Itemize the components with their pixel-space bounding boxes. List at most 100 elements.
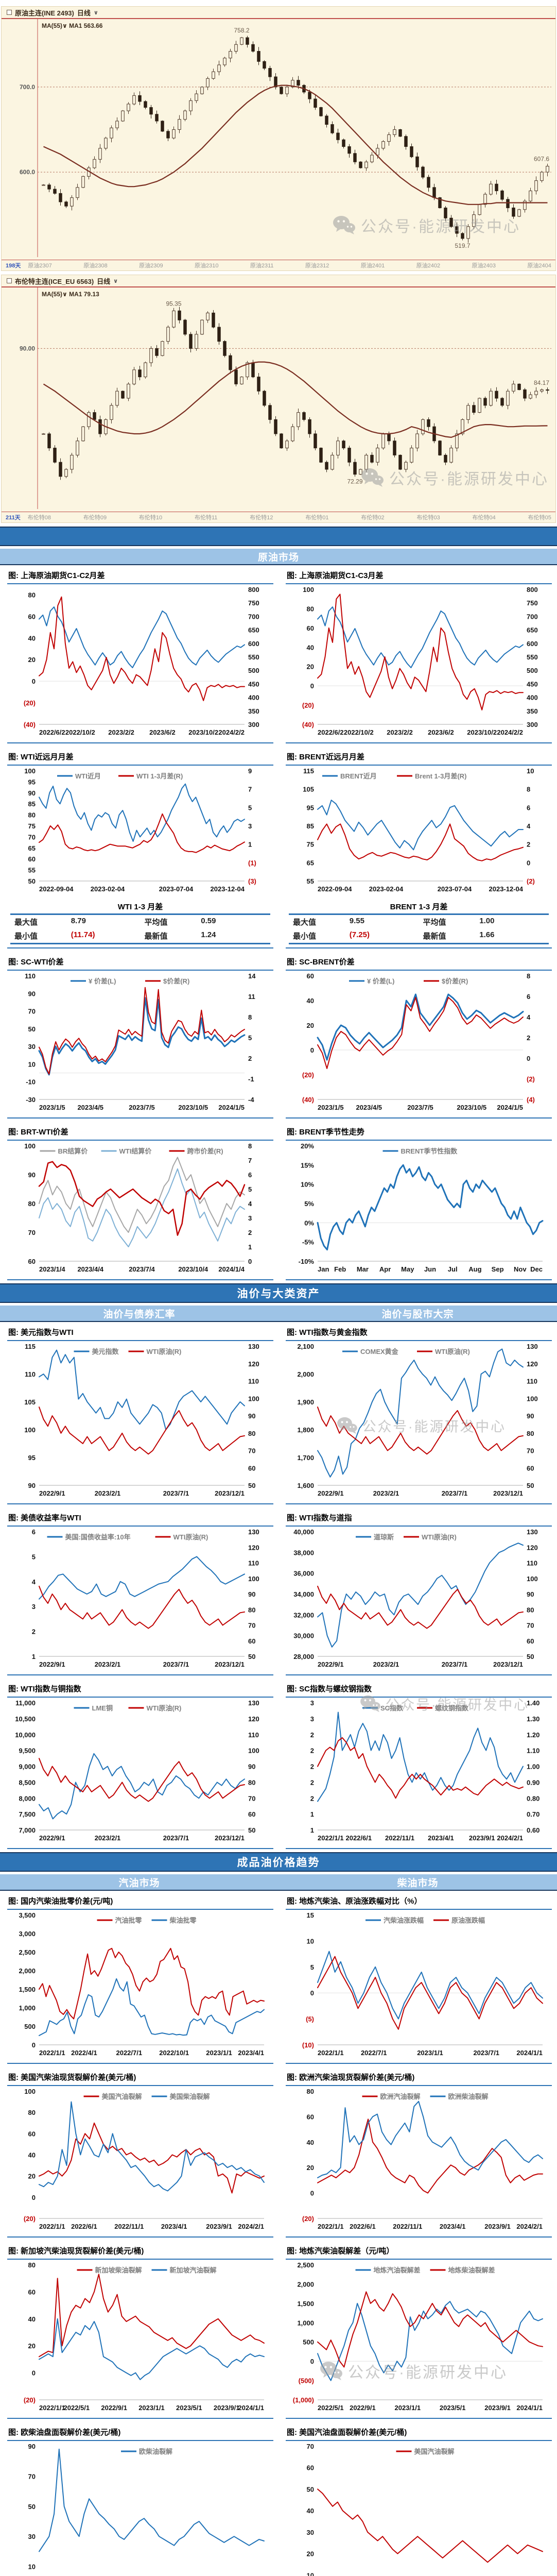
contract-axis-label: 原油2308 [83, 263, 108, 269]
left-axis-tick: 1,800 [297, 1426, 314, 1434]
fig-title-eucrack: 图: 欧洲汽柴油现货裂解价差(美元/桶) [286, 2068, 552, 2086]
left-axis-tick: 100 [303, 586, 314, 594]
right-axis-tick: 1.30 [527, 1715, 539, 1723]
x-axis-label: Jul [448, 1265, 458, 1273]
interval-dropdown[interactable]: 日线 [77, 9, 91, 17]
contract-axis-label: 原油2311 [250, 263, 274, 269]
left-axis-tick: 90 [28, 2443, 36, 2450]
fig-title-brent13: 图: BRENT近远月月差 [286, 748, 552, 766]
left-axis-tick: 1,700 [297, 1454, 314, 1462]
left-axis-tick: 95 [28, 778, 36, 786]
left-axis-tick: 0 [32, 677, 36, 685]
left-axis-tick: 2 [32, 1628, 36, 1636]
left-axis-tick: 20 [307, 2164, 314, 2172]
band-gap [0, 1303, 557, 1306]
x-axis-label: 2023/7/1 [163, 1834, 189, 1842]
interval-dropdown[interactable]: 日线 [97, 277, 111, 285]
right-axis-tick: 1 [248, 1243, 252, 1251]
x-axis-label: 2022/10/1 [159, 2049, 189, 2057]
right-axis-tick: 2 [527, 841, 530, 849]
left-axis-tick: 30 [28, 1043, 36, 1050]
chart-row-retail-spread: 图: 国内汽柴油批零价差(元/吨) 3,500 3,000 2,500 2,000 1,5… [0, 1891, 557, 2067]
fig-title-screbar: 图: SC指数与螺纹钢指数 [286, 1680, 552, 1698]
stat-table: BRENT 1-3 月差 最大值 9.55 平均值 1.00 最小值 (7.25) 最新值 1.… [289, 900, 549, 944]
left-axis-tick: 2 [310, 1794, 314, 1802]
right-axis-tick: 800 [248, 586, 259, 594]
legend-label: 跨市价差(R) [187, 1147, 223, 1155]
right-axis-tick: 70 [527, 1447, 534, 1455]
fig-title-brtwti: 图: BRT-WTI价差 [7, 1123, 273, 1141]
left-axis-tick: 8,000 [19, 1794, 36, 1802]
left-axis-tick: 2 [310, 1747, 314, 1755]
legend-label: 欧洲柴油裂解 [448, 2093, 489, 2100]
fig-title-sgcrack: 图: 新加坡汽柴油现货裂解价差(美元/桶) [7, 2242, 273, 2260]
right-axis-tick: 0.70 [527, 1810, 539, 1818]
x-axis-label: 2023/10/4 [178, 1265, 208, 1273]
x-axis-label: 2023/4/1 [161, 2223, 187, 2230]
left-axis-tick: 2,500 [19, 1948, 36, 1956]
series-goldwti [317, 1406, 524, 1455]
left-axis-tick: 5 [32, 1553, 36, 1561]
left-axis-tick: (10) [302, 2041, 314, 2049]
legend-label: 欧洲汽油裂解 [380, 2093, 421, 2100]
right-axis-tick: 750 [248, 599, 259, 607]
right-axis-tick: 350 [527, 707, 538, 715]
right-axis-tick: 5 [248, 1034, 252, 1042]
left-axis-tick: 2 [310, 1763, 314, 1771]
right-axis-tick: 80 [527, 1430, 534, 1437]
legend-label: BR结算价 [58, 1147, 89, 1155]
right-axis-tick: 10 [527, 767, 534, 775]
left-axis-tick: 2,500 [297, 2261, 314, 2269]
right-axis-tick: 4 [248, 1200, 252, 1208]
x-axis-label: 2023/2/2 [387, 728, 413, 736]
legend-label: SC指数 [380, 1704, 404, 1712]
stat-table-cell: 最大值 [14, 918, 38, 927]
x-axis-label: Jun [424, 1265, 436, 1273]
left-axis-tick: 9,000 [19, 1763, 36, 1771]
contract-axis-label: 布伦特08 [27, 515, 51, 521]
sub-header-gasoline: 汽油市场 [0, 1874, 278, 1891]
x-axis-label: 2022/10/2 [65, 728, 95, 736]
chart-copperwti: 11,000 10,500 10,000 9,500 9,000 8,500 8,000 7,… [15, 1699, 259, 1842]
legend-label: WTI原油(R) [147, 1704, 182, 1712]
x-axis-label: 2023/7/4 [129, 1265, 155, 1273]
x-axis-label: 2024/1/5 [497, 1104, 523, 1111]
right-axis-tick: 4 [527, 822, 531, 830]
right-axis-tick: 0 [527, 859, 530, 867]
left-axis-tick: 2,000 [19, 1967, 36, 1975]
fig-title-c1c2: 图: 上海原油期货C1-C2月差 [7, 566, 273, 584]
legend-label: 道琼斯 [374, 1533, 394, 1541]
left-axis-tick: 30 [307, 2529, 314, 2536]
right-axis-tick: 8 [527, 786, 530, 793]
x-axis-label: 2023/2/1 [95, 1660, 121, 1668]
left-axis-tick: 75 [307, 841, 314, 849]
x-axis-label: 2022/11/1 [385, 1834, 414, 1842]
right-axis-tick: 50 [248, 1653, 255, 1660]
x-axis-label: 2022/6/1 [345, 1834, 372, 1842]
left-axis-tick: 100 [24, 1426, 36, 1434]
left-axis-tick: 10 [307, 2571, 314, 2576]
left-axis-tick: 60 [307, 624, 314, 632]
left-axis-tick: (20) [24, 2215, 36, 2223]
sub-band-row-refined: 汽油市场 柴油市场 [0, 1874, 557, 1891]
series-brent13 [317, 823, 524, 861]
x-axis-label: 2024/2/1 [497, 1834, 523, 1842]
chevron-down-icon[interactable]: ∨ [93, 9, 98, 16]
window-marker-icon [7, 278, 12, 283]
right-axis-tick: 400 [248, 694, 259, 702]
oil-market-report-page: { "watermark": {"text": "公众号·能源研发中心"}, "… [0, 6, 557, 2576]
x-axis-label: 2023/12/1 [215, 1489, 245, 1497]
x-axis-label: Mar [357, 1265, 369, 1273]
x-axis-label: 2022/1/1 [39, 2223, 65, 2230]
series-goldwti [317, 1348, 524, 1478]
chart-ustwti: 6 5 4 3 2 1 130 120 110 100 90 80 70 60 50 2022/9/1 2023… [32, 1528, 259, 1668]
sub-header-bonds-fx: 油价与债券汇率 [0, 1306, 278, 1322]
x-axis-label: 2023/7/1 [442, 1660, 468, 1668]
left-axis-tick: 0 [310, 1046, 314, 1054]
left-axis-tick: 90 [28, 789, 36, 797]
right-axis-tick: 5 [248, 804, 252, 811]
left-axis-tick: 10,500 [15, 1715, 36, 1723]
x-axis-label: 2023-07-04 [159, 885, 194, 893]
chevron-down-icon[interactable]: ∨ [113, 278, 118, 284]
x-axis-label: 2022/1/1 [318, 2223, 344, 2230]
